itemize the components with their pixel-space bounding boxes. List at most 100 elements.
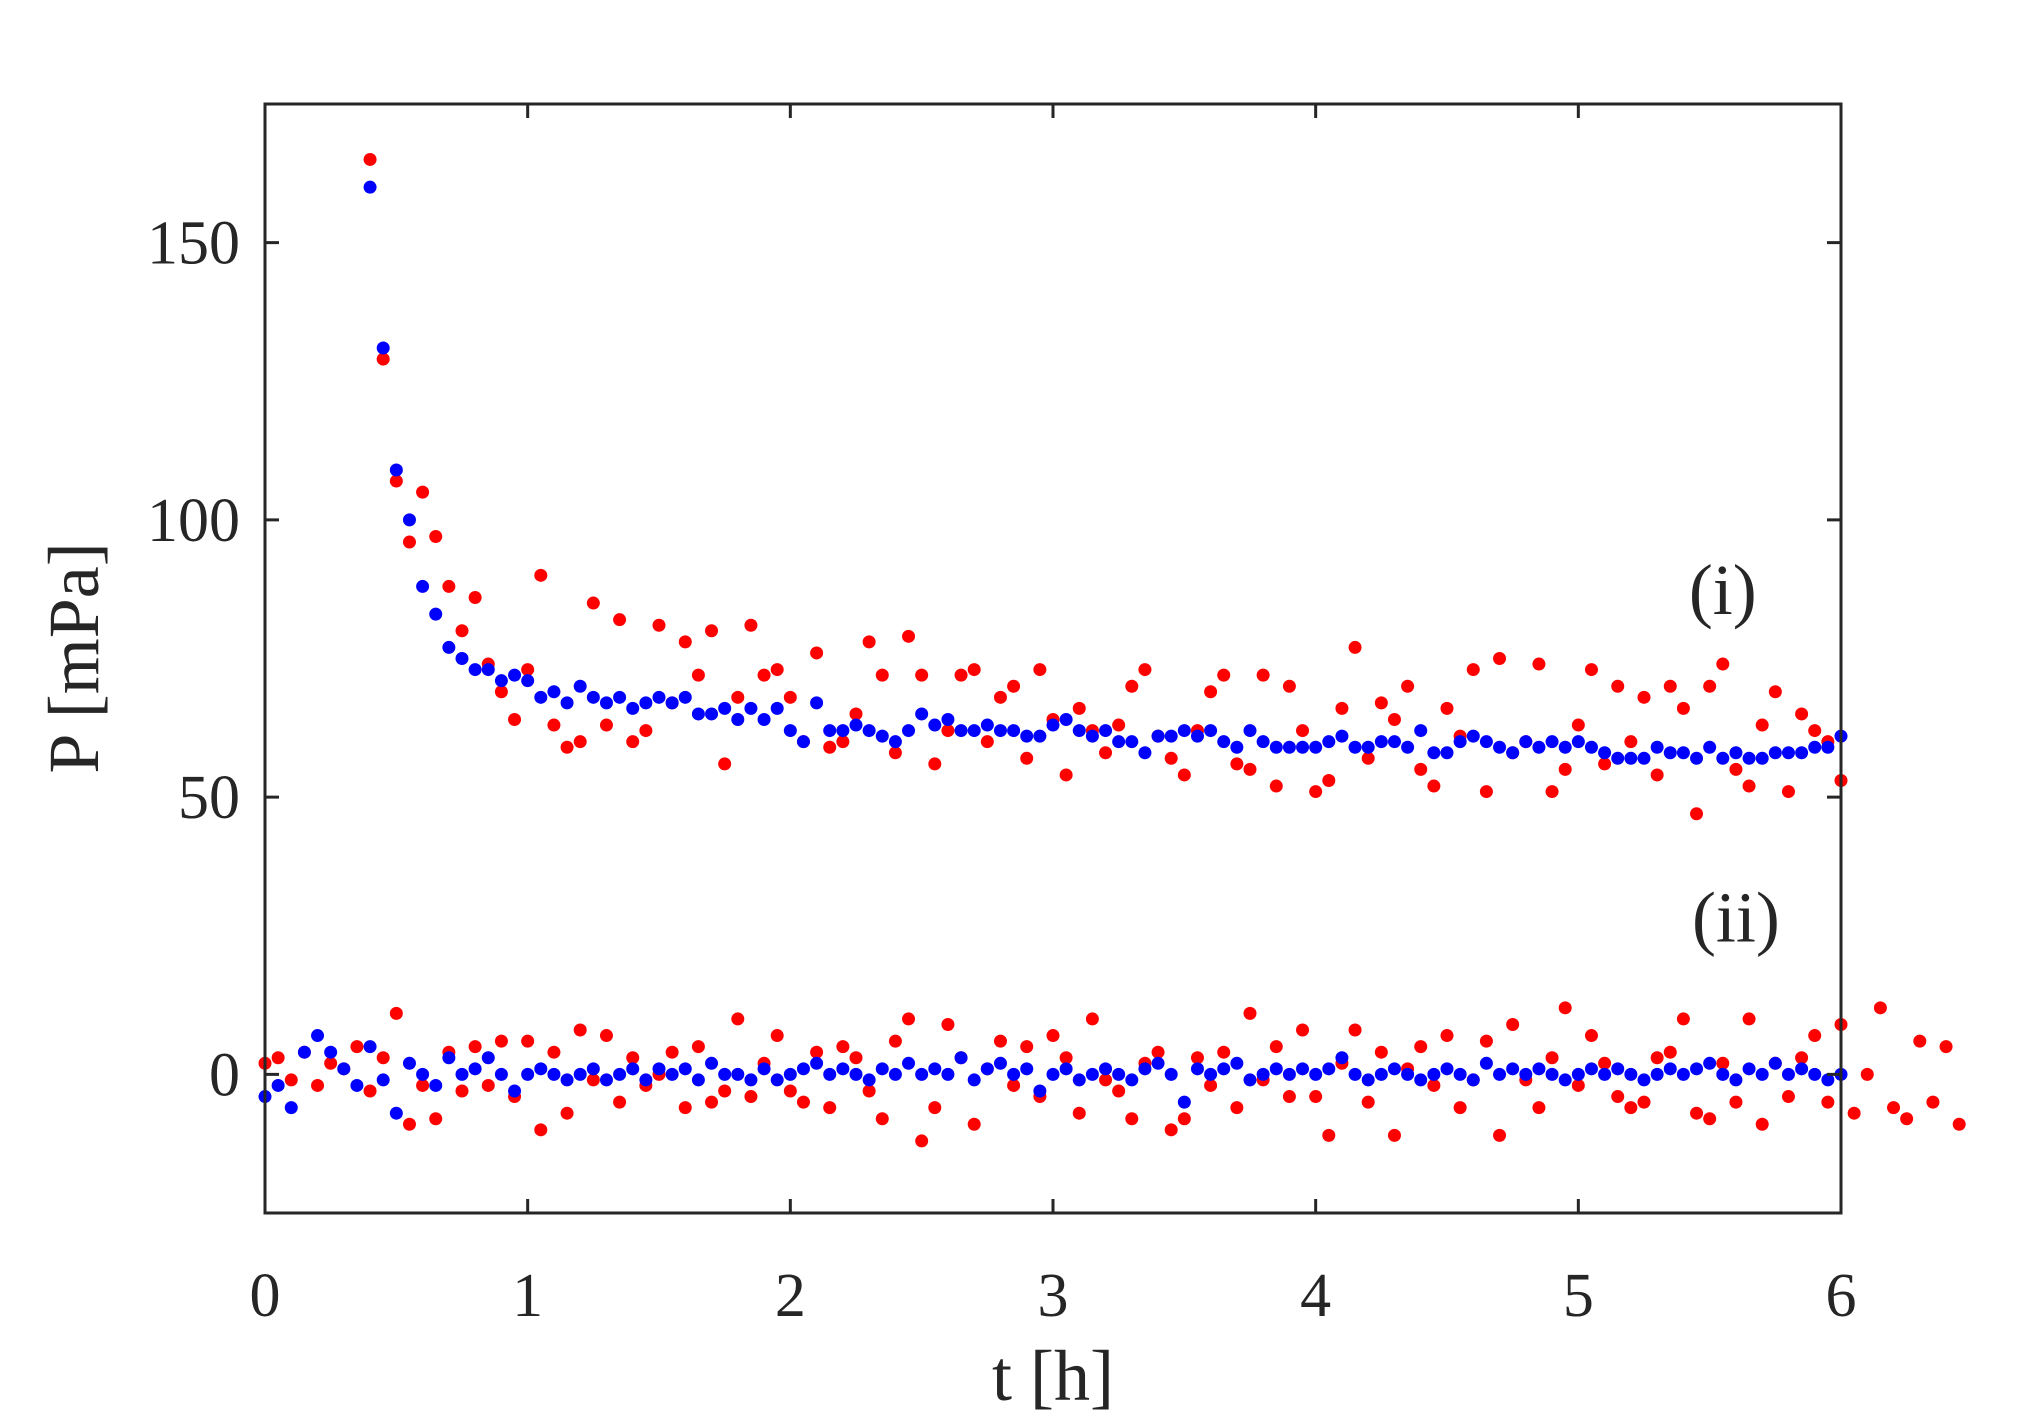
data-point bbox=[691, 668, 705, 682]
data-point bbox=[1493, 1067, 1507, 1081]
y-tick-label: 150 bbox=[147, 210, 240, 278]
data-point bbox=[980, 1062, 994, 1076]
data-point bbox=[1584, 740, 1598, 754]
data-point bbox=[573, 735, 587, 749]
data-point bbox=[757, 712, 771, 726]
data-point bbox=[586, 596, 600, 610]
data-point bbox=[823, 724, 837, 738]
data-point bbox=[481, 663, 495, 677]
data-point bbox=[941, 1017, 955, 1031]
data-point bbox=[796, 735, 810, 749]
data-point bbox=[560, 1073, 574, 1087]
data-point bbox=[744, 1073, 758, 1087]
data-point bbox=[1282, 679, 1296, 693]
data-points bbox=[258, 152, 1966, 1148]
data-point bbox=[1729, 1073, 1743, 1087]
data-point bbox=[416, 1078, 430, 1092]
data-point bbox=[1230, 1056, 1244, 1070]
data-point bbox=[1217, 735, 1231, 749]
data-point bbox=[1479, 1056, 1493, 1070]
data-point bbox=[481, 1078, 495, 1092]
data-point bbox=[862, 724, 876, 738]
data-point bbox=[888, 1034, 902, 1048]
data-point bbox=[1020, 751, 1034, 765]
data-point bbox=[888, 1067, 902, 1081]
data-point bbox=[1598, 1056, 1612, 1070]
data-point bbox=[1545, 1067, 1559, 1081]
x-tick-label: 0 bbox=[250, 1262, 281, 1330]
data-point bbox=[402, 535, 416, 549]
data-point bbox=[691, 707, 705, 721]
data-point bbox=[718, 1084, 732, 1098]
data-point bbox=[1099, 1073, 1113, 1087]
data-point bbox=[1821, 1095, 1835, 1109]
data-point bbox=[1821, 1073, 1835, 1087]
data-point bbox=[1926, 1095, 1940, 1109]
data-point bbox=[862, 1084, 876, 1098]
data-point bbox=[770, 701, 784, 715]
data-point bbox=[311, 1078, 325, 1092]
data-point bbox=[1637, 1095, 1651, 1109]
data-point bbox=[1020, 1062, 1034, 1076]
data-point bbox=[1296, 740, 1310, 754]
data-point bbox=[862, 635, 876, 649]
data-point bbox=[1755, 718, 1769, 732]
data-point bbox=[1309, 1090, 1323, 1104]
y-tick-label: 50 bbox=[178, 764, 240, 832]
data-point bbox=[1742, 779, 1756, 793]
data-point bbox=[271, 1051, 285, 1065]
data-point bbox=[1072, 701, 1086, 715]
data-point bbox=[1190, 1062, 1204, 1076]
data-point bbox=[1506, 1017, 1520, 1031]
data-point bbox=[1532, 740, 1546, 754]
data-point bbox=[573, 1067, 587, 1081]
data-point bbox=[875, 1112, 889, 1126]
data-point bbox=[1532, 657, 1546, 671]
data-point bbox=[1085, 1012, 1099, 1026]
data-point bbox=[1611, 679, 1625, 693]
data-point bbox=[1795, 746, 1809, 760]
data-point bbox=[1335, 701, 1349, 715]
data-point bbox=[1414, 724, 1428, 738]
data-point bbox=[770, 1073, 784, 1087]
data-point bbox=[705, 1056, 719, 1070]
data-point bbox=[1033, 1084, 1047, 1098]
data-point bbox=[1296, 724, 1310, 738]
data-point bbox=[849, 718, 863, 732]
data-point bbox=[1112, 718, 1126, 732]
data-point bbox=[875, 1062, 889, 1076]
data-point bbox=[1427, 1078, 1441, 1092]
data-point bbox=[1611, 1062, 1625, 1076]
y-axis-label: P [mPa] bbox=[34, 542, 114, 773]
data-point bbox=[678, 1101, 692, 1115]
data-point bbox=[521, 1067, 535, 1081]
data-point bbox=[1059, 1051, 1073, 1065]
data-point bbox=[613, 1067, 627, 1081]
data-point bbox=[1466, 729, 1480, 743]
data-point bbox=[902, 1012, 916, 1026]
data-point bbox=[980, 718, 994, 732]
data-point bbox=[324, 1045, 338, 1059]
data-point bbox=[284, 1101, 298, 1115]
data-point bbox=[1571, 1067, 1585, 1081]
data-point bbox=[1453, 1101, 1467, 1115]
data-point bbox=[1414, 1040, 1428, 1054]
data-point bbox=[810, 1045, 824, 1059]
data-point bbox=[1164, 729, 1178, 743]
data-point bbox=[836, 735, 850, 749]
data-point bbox=[915, 1134, 929, 1148]
data-point bbox=[1243, 724, 1257, 738]
data-point bbox=[1755, 1067, 1769, 1081]
data-point bbox=[1361, 740, 1375, 754]
data-point bbox=[416, 579, 430, 593]
data-point bbox=[849, 1051, 863, 1065]
data-point bbox=[1808, 740, 1822, 754]
data-point bbox=[455, 1067, 469, 1081]
data-point bbox=[1387, 712, 1401, 726]
data-point bbox=[1099, 746, 1113, 760]
data-point bbox=[402, 1117, 416, 1131]
data-point bbox=[1427, 1067, 1441, 1081]
data-point bbox=[928, 1101, 942, 1115]
data-point bbox=[1821, 740, 1835, 754]
data-point bbox=[1361, 751, 1375, 765]
